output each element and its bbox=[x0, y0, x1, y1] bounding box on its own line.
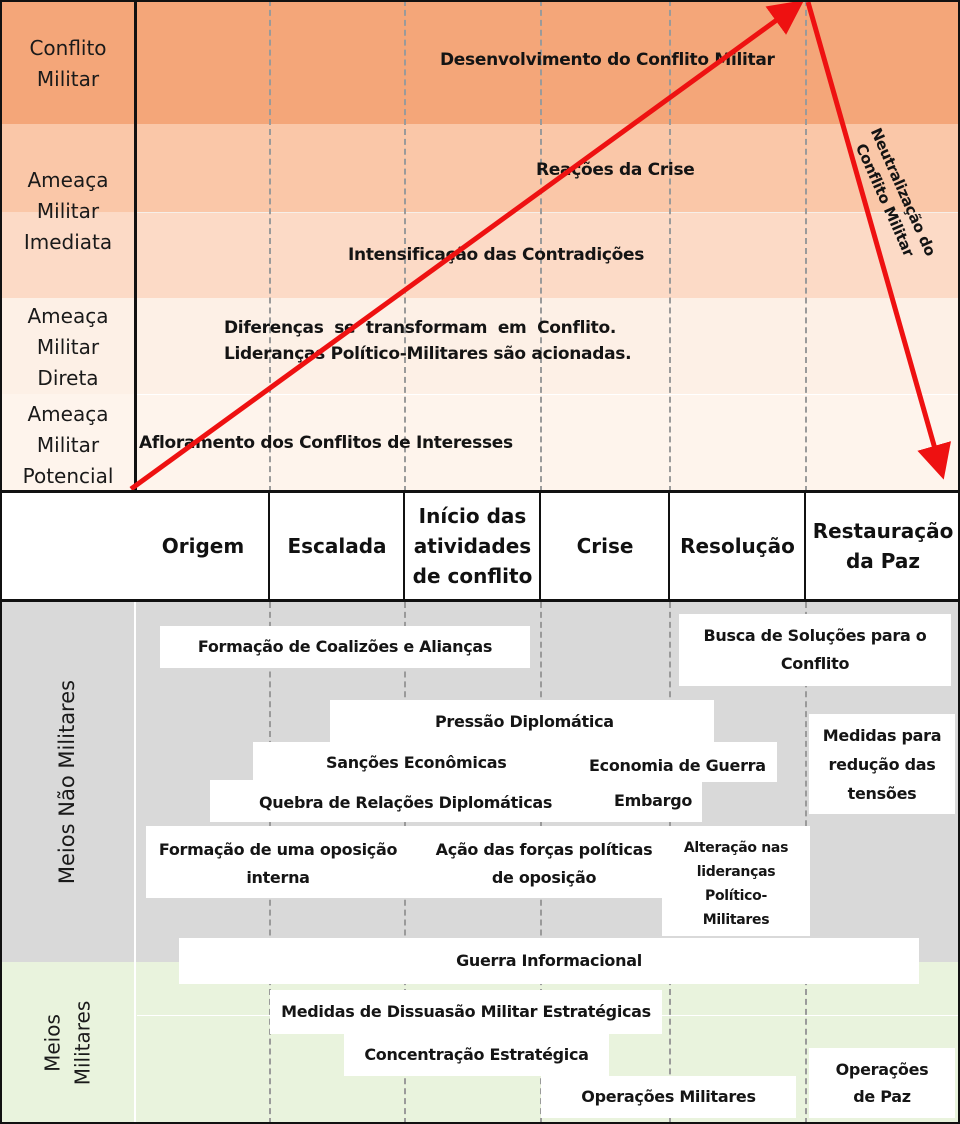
block-sancoes-bg bbox=[253, 742, 777, 782]
measure-reducao-tensoes: Medidas para redução das tensões bbox=[809, 714, 955, 814]
level-label-ameaca-direta: Ameaça Militar Direta bbox=[27, 304, 109, 390]
row-separator bbox=[136, 394, 960, 395]
measure-pressao: Pressão Diplomática bbox=[435, 712, 614, 731]
means-column-border bbox=[134, 602, 136, 1124]
phase-divider bbox=[804, 492, 806, 600]
level-column-border bbox=[134, 0, 137, 600]
measure-sancoes: Sanções Econômicas bbox=[326, 753, 507, 772]
phase-divider bbox=[668, 492, 670, 600]
stage-intensificacao: Intensificação das Contradições bbox=[348, 245, 645, 265]
column-divider bbox=[404, 0, 406, 492]
phase-origem: Origem bbox=[161, 534, 245, 558]
column-divider bbox=[669, 0, 671, 492]
measure-economia-guerra: Economia de Guerra bbox=[589, 756, 766, 775]
band-ameaca-potencial bbox=[0, 394, 960, 492]
block-pressao-bg bbox=[330, 700, 714, 744]
band-ameaca-imediata-lower bbox=[0, 212, 960, 298]
stage-afloramento: Afloramento dos Conflitos de Interesses bbox=[139, 433, 513, 453]
measure-alteracao-liderancas: Alteração nas lideranças Político- Milit… bbox=[683, 840, 789, 928]
neutralization-arrow bbox=[805, 1, 951, 480]
phase-resolucao: Resolução bbox=[680, 534, 795, 558]
section-label-nao-militares: Meios Não Militares bbox=[55, 679, 80, 885]
measure-coalizoes: Formação de Coalizões e Alianças bbox=[160, 626, 530, 668]
phase-restauracao: Restauração da Paz bbox=[812, 519, 954, 573]
level-label-ameaca-imediata: Ameaça Militar Imediata bbox=[23, 168, 113, 254]
phase-inicio-atividades: Início das atividades de conflito bbox=[412, 504, 533, 588]
band-ameaca-direta bbox=[0, 298, 960, 394]
measure-operacoes-militares: Operações Militares bbox=[541, 1076, 796, 1118]
block-oposicao-bg bbox=[146, 826, 662, 898]
stage-diferencas: Diferenças se transformam em Conflito. bbox=[224, 318, 616, 338]
phase-escalada: Escalada bbox=[287, 534, 387, 558]
phase-header-row bbox=[0, 490, 960, 602]
section-label-militares: Meios Militares bbox=[40, 1000, 94, 1086]
column-divider bbox=[805, 0, 807, 492]
measure-acao-forcas: Ação das forças políticas de oposição bbox=[435, 840, 653, 887]
stage-desenvolvimento: Desenvolvimento do Conflito Militar bbox=[440, 50, 775, 70]
measure-dissuasao: Medidas de Dissuasão Militar Estratégica… bbox=[270, 990, 662, 1034]
measure-quebra-relacoes: Quebra de Relações Diplomáticas bbox=[259, 793, 553, 812]
column-divider bbox=[269, 0, 271, 492]
band-ameaca-imediata-upper bbox=[0, 124, 960, 212]
phase-divider bbox=[403, 492, 405, 600]
measure-embargo: Embargo bbox=[614, 791, 693, 810]
escalation-arrow bbox=[129, 0, 805, 492]
measure-oposicao-interna: Formação de uma oposição interna bbox=[158, 840, 398, 887]
measure-guerra-informacional: Guerra Informacional bbox=[179, 938, 919, 984]
row-separator bbox=[136, 212, 960, 213]
measure-concentracao: Concentração Estratégica bbox=[344, 1034, 609, 1076]
phase-divider bbox=[268, 492, 270, 600]
conflict-arrows bbox=[129, 0, 951, 492]
measure-busca-solucoes: Busca de Soluções para o Conflito bbox=[679, 614, 951, 686]
phase-crise: Crise bbox=[576, 534, 634, 558]
phase-divider bbox=[539, 492, 541, 600]
level-label-ameaca-potencial: Ameaça Militar Potencial bbox=[22, 402, 114, 488]
block-alteracao-bg bbox=[662, 826, 810, 936]
block-quebra-bg bbox=[210, 780, 702, 822]
measure-operacoes-paz: Operações de Paz bbox=[809, 1048, 955, 1118]
column-divider bbox=[540, 0, 542, 492]
level-label-conflito-militar: Conflito Militar bbox=[29, 36, 107, 91]
